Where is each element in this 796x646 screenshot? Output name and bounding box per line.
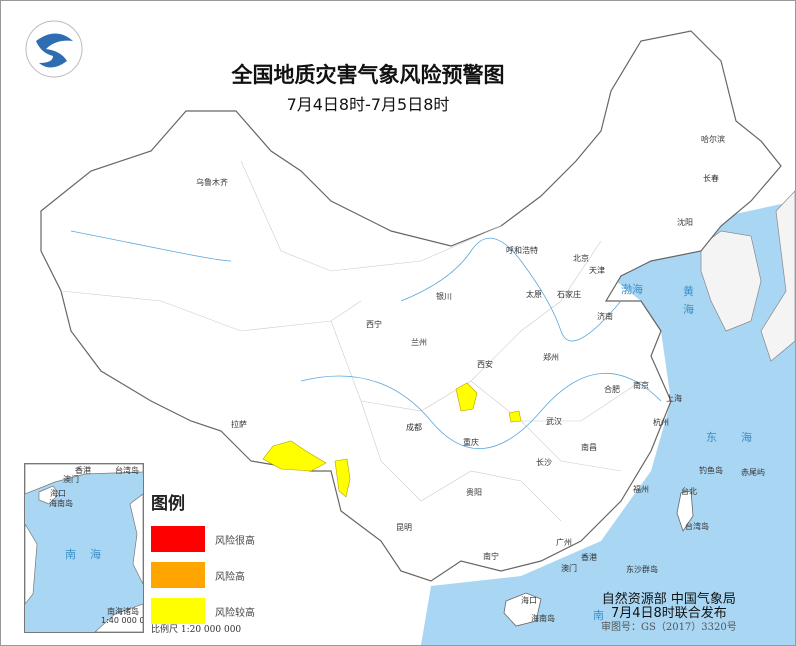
sea-label: 海	[683, 303, 694, 316]
city-label: 成都	[406, 423, 422, 432]
city-label: 乌鲁木齐	[196, 178, 228, 187]
korea-peninsula	[700, 230, 762, 332]
city-label: 西宁	[366, 320, 382, 329]
inset-label: 海南岛	[49, 499, 73, 508]
city-label: 东沙群岛	[626, 565, 658, 574]
city-label: 杭州	[653, 418, 669, 427]
legend-label: 风险高	[215, 571, 245, 583]
city-label: 合肥	[604, 385, 620, 394]
city-label: 郑州	[543, 353, 559, 362]
inset-label: 香港	[75, 466, 91, 475]
sea-label: 东	[706, 431, 717, 444]
map-subtitle: 7月4日8时-7月5日8时	[286, 95, 450, 114]
inset-label: 澳门	[63, 475, 79, 484]
china-landmass	[40, 30, 782, 582]
province-borders	[60, 160, 642, 522]
sea-label: 渤海	[621, 283, 643, 296]
city-label: 呼和浩特	[506, 246, 538, 255]
credit-issue-time: 7月4日8时联合发布	[610, 606, 727, 621]
city-label: 广州	[556, 538, 572, 547]
rivers	[70, 230, 662, 450]
city-label: 石家庄	[557, 290, 581, 299]
legend-item: 风险很高	[151, 526, 255, 552]
risk-area-tibet-south	[262, 440, 327, 472]
credit: 自然资源部 中国气象局 7月4日8时联合发布 审图号：GS（2017）3320号	[601, 593, 737, 635]
legend-swatch-high	[151, 562, 205, 588]
map-title: 全国地质灾害气象风险预警图	[231, 63, 505, 87]
inset-label: 南	[65, 548, 76, 561]
sea-label: 南	[593, 609, 604, 622]
city-label: 南宁	[483, 552, 499, 561]
city-label: 赤尾屿	[741, 468, 765, 477]
city-label: 沈阳	[677, 218, 693, 227]
legend-swatch-elevated	[151, 598, 205, 624]
scale-bar-text: 比例尺 1:20 000 000	[151, 625, 242, 635]
logo	[25, 20, 83, 78]
legend-swatch-very-high	[151, 526, 205, 552]
city-label: 香港	[581, 553, 597, 562]
south-china-sea-inset: 香港 台湾岛 澳门 海口 海南岛 南 海 南海诸岛 1:40 000 000	[24, 463, 144, 633]
city-label: 贵阳	[466, 488, 482, 497]
city-label: 拉萨	[231, 420, 247, 429]
credit-map-approval: 审图号：GS（2017）3320号	[601, 622, 737, 633]
city-label: 台北	[681, 487, 697, 496]
inset-label: 南海诸岛	[107, 607, 139, 616]
legend: 图例 风险很高 风险高 风险较高	[151, 489, 255, 634]
city-label: 长春	[703, 174, 719, 183]
inset-label: 海口	[50, 489, 66, 498]
city-label: 澳门	[561, 564, 577, 573]
risk-area-hubei-west	[508, 410, 522, 423]
city-label: 哈尔滨	[701, 135, 725, 144]
risk-area-shaanxi-south	[455, 382, 478, 412]
city-label: 太原	[526, 290, 542, 299]
sea	[421, 201, 795, 645]
city-label: 银川	[436, 292, 452, 301]
city-label: 天津	[589, 266, 605, 275]
city-label: 济南	[597, 312, 613, 321]
city-label: 台湾岛	[685, 522, 709, 531]
inset-label: 台湾岛	[115, 466, 139, 475]
inset-label: 海	[90, 548, 101, 561]
inset-label: 1:40 000 000	[101, 616, 144, 625]
city-label: 海南岛	[531, 614, 555, 623]
legend-label: 风险很高	[215, 535, 255, 547]
city-label: 北京	[573, 254, 589, 263]
japan	[760, 190, 795, 362]
sea-label: 黄	[683, 285, 694, 298]
city-label: 钓鱼岛	[699, 466, 723, 475]
city-label: 兰州	[411, 338, 427, 347]
legend-title: 图例	[151, 494, 185, 514]
legend-label: 风险较高	[215, 607, 255, 619]
legend-item: 风险较高	[151, 598, 255, 624]
legend-item: 风险高	[151, 562, 255, 588]
hainan	[503, 592, 542, 627]
credit-agencies: 自然资源部 中国气象局	[601, 592, 736, 607]
city-label: 南京	[633, 381, 649, 390]
city-label: 福州	[633, 485, 649, 494]
city-label: 昆明	[396, 523, 412, 532]
city-label: 重庆	[463, 438, 479, 447]
city-label: 上海	[666, 394, 682, 403]
sea-label: 海	[741, 431, 752, 444]
city-label: 武汉	[546, 417, 562, 426]
city-label: 南昌	[581, 443, 597, 452]
risk-area-yunnan-west	[334, 458, 351, 498]
city-label: 海口	[521, 596, 537, 605]
city-label: 西安	[477, 360, 493, 369]
taiwan	[676, 490, 694, 532]
city-label: 长沙	[536, 458, 552, 467]
